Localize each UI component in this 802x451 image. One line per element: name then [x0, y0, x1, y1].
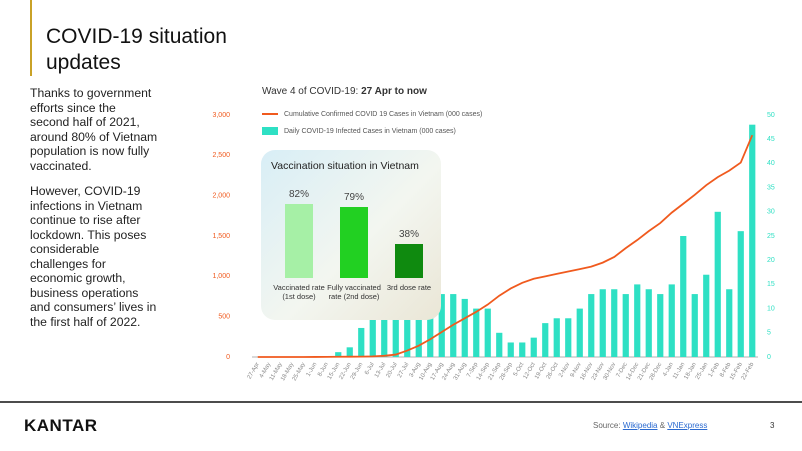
bar [542, 323, 549, 357]
bar [438, 294, 445, 357]
bar [553, 318, 560, 357]
value-label: 38% [398, 228, 419, 240]
y2-tick-label: 35 [767, 184, 775, 191]
bar [427, 298, 434, 357]
bar [484, 308, 491, 357]
bar [714, 211, 721, 357]
bar [599, 289, 606, 357]
bar [415, 303, 422, 357]
bar [749, 124, 756, 358]
bar [611, 289, 618, 357]
bar [369, 318, 376, 357]
bar [588, 294, 595, 357]
chart-title-main: Wave 4 of COVID-19: [262, 86, 358, 97]
y2-tick-label: 0 [767, 354, 771, 361]
bar [392, 308, 399, 357]
bar [737, 231, 744, 357]
bar [703, 274, 710, 357]
bar [680, 236, 687, 357]
y-tick-label: 3,000 [212, 112, 230, 119]
bar [691, 294, 698, 357]
bar [726, 289, 733, 357]
category-label: Fully vaccinated rate (2nd dose) [327, 283, 381, 301]
y-tick-label: 2,000 [212, 193, 230, 200]
bar [668, 284, 675, 357]
body-text: Thanks to government efforts since the s… [30, 86, 158, 340]
bar [657, 294, 664, 357]
y-tick-label: 0 [226, 354, 230, 361]
legend-label: Cumulative Confirmed COVID 19 Cases in V… [284, 111, 482, 118]
bar [634, 284, 641, 357]
bar [346, 347, 353, 357]
x-tick-label: 26-Oct [546, 362, 560, 381]
bar [565, 318, 572, 357]
x-tick-label: 27-Apr [247, 362, 261, 381]
bar [622, 294, 629, 357]
y2-tick-label: 50 [767, 112, 775, 119]
bar [395, 243, 423, 278]
bar [340, 206, 368, 278]
source-link[interactable]: Wikipedia [622, 421, 658, 430]
legend-label: Daily COVID-19 Infected Cases in Vietnam… [284, 128, 456, 135]
category-label: 3rd dose rate [386, 283, 432, 292]
source-link[interactable]: VNExpress [667, 421, 708, 430]
y2-tick-label: 10 [767, 305, 775, 312]
bar [507, 342, 514, 357]
bar [576, 308, 583, 357]
bar [473, 308, 480, 357]
chart-title: Wave 4 of COVID-19: 27 Apr to now [262, 86, 427, 97]
bar [285, 204, 313, 278]
page-number: 3 [770, 421, 775, 430]
bar [381, 313, 388, 357]
bar [461, 298, 468, 357]
bar [496, 332, 503, 357]
value-label: 82% [288, 189, 309, 201]
y2-tick-label: 5 [767, 330, 771, 337]
y2-tick-label: 15 [767, 281, 775, 288]
y2-tick-label: 30 [767, 209, 775, 216]
y-tick-label: 1,000 [212, 273, 230, 280]
x-tick-label: 6-Jul [364, 362, 376, 376]
bar [519, 342, 526, 357]
inset-title: Vaccination situation in Vietnam [271, 160, 419, 172]
logo: KANTAR [24, 416, 98, 435]
y-tick-label: 2,500 [212, 152, 230, 159]
source-separator: & [659, 421, 666, 430]
y-tick-label: 1,500 [212, 233, 230, 240]
bar [404, 308, 411, 357]
x-tick-label: 22-Feb [741, 361, 756, 381]
slide-title: COVID-19 situation updates [46, 25, 227, 74]
accent-line [30, 0, 32, 76]
source-label: Source: [593, 421, 621, 430]
inset-panel: Vaccination situation in Vietnam 82% Vacc… [261, 150, 441, 320]
y-tick-label: 500 [218, 314, 230, 321]
y2-tick-label: 20 [767, 257, 775, 264]
y2-tick-label: 25 [767, 233, 775, 240]
bar [358, 327, 365, 357]
chart-title-emphasis: 27 Apr to now [361, 86, 427, 97]
bar [645, 289, 652, 357]
bar [335, 352, 342, 357]
paragraph: Thanks to government efforts since the s… [30, 86, 158, 173]
paragraph: However, COVID-19 infections in Vietnam … [30, 184, 157, 329]
line [257, 134, 754, 358]
legend-swatch [262, 127, 278, 135]
category-label: Vaccinated rate (1st dose) [273, 283, 325, 301]
y2-tick-label: 40 [767, 160, 775, 167]
y2-tick-label: 45 [767, 136, 775, 143]
value-label: 79% [343, 191, 364, 203]
source: Source: Wikipedia & VNExpress [593, 421, 707, 430]
bar [530, 337, 537, 357]
